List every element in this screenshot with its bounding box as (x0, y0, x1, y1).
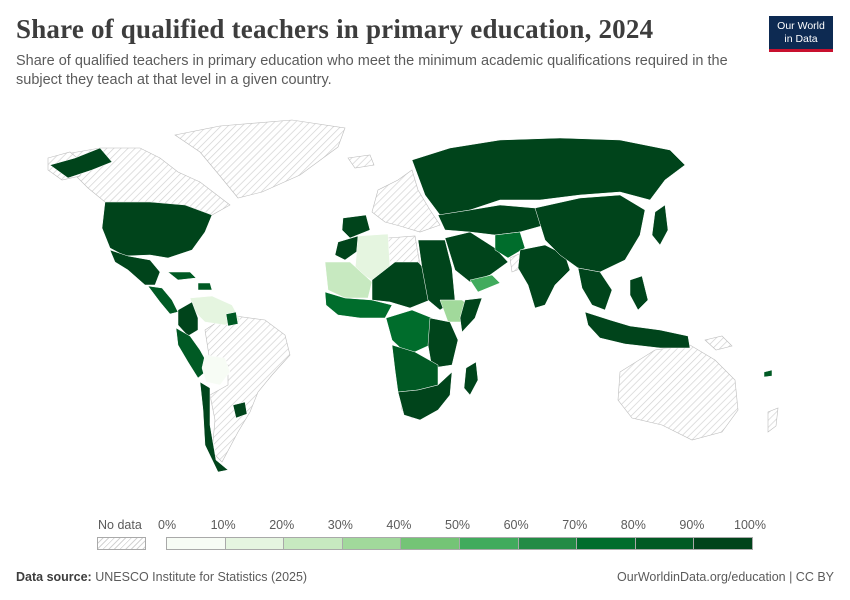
legend-no-data-label: No data (98, 518, 142, 532)
legend-bin[interactable] (693, 537, 753, 550)
mexico[interactable] (109, 249, 161, 286)
japan[interactable] (651, 204, 669, 246)
china[interactable] (534, 194, 646, 273)
legend-bin[interactable] (517, 537, 578, 550)
greenland[interactable] (174, 119, 346, 199)
colombia[interactable] (177, 301, 199, 337)
iceland[interactable] (347, 154, 375, 169)
footer-url[interactable]: OurWorldinData.org/education | CC BY (616, 570, 834, 584)
legend-tick-label: 0% (158, 518, 177, 532)
australia[interactable] (617, 344, 739, 441)
logo-line-2: in Data (784, 33, 818, 45)
legend-bin[interactable] (224, 537, 285, 550)
legend-tick-label: 50% (445, 518, 471, 532)
morocco[interactable] (334, 235, 363, 261)
color-legend: No data 0% 10% 20% 30% 40% 50% 60% 70% 80% 90% 100… (0, 515, 850, 555)
legend-bin[interactable] (400, 537, 460, 550)
mauritania-mali[interactable] (324, 261, 373, 299)
footer-source: Data source: UNESCO Institute for Statis… (16, 570, 307, 584)
hispaniola[interactable] (197, 282, 213, 291)
owid-logo[interactable]: Our World in Data (769, 16, 833, 52)
yemen[interactable] (469, 274, 501, 293)
legend-tick-label: 30% (327, 518, 353, 532)
source-text[interactable]: UNESCO Institute for Statistics (2025) (95, 570, 308, 584)
legend-tick-label: 40% (386, 518, 412, 532)
chile[interactable] (199, 381, 229, 473)
west-africa[interactable] (324, 291, 393, 319)
madagascar[interactable] (463, 361, 479, 396)
legend-tick-label: 90% (679, 518, 705, 532)
legend-bin[interactable] (166, 537, 226, 550)
legend-tick-label: 80% (620, 518, 646, 532)
russia[interactable] (411, 137, 686, 216)
legend-tick-label: 10% (210, 518, 236, 532)
iberia[interactable] (341, 214, 371, 239)
logo-line-1: Our World (777, 20, 825, 32)
legend-tick-label: 70% (562, 518, 588, 532)
pacific-island[interactable] (763, 369, 773, 378)
afghanistan-iran[interactable] (494, 231, 526, 259)
legend-bin[interactable] (283, 537, 343, 550)
data-regions (49, 137, 773, 473)
indochina[interactable] (577, 267, 613, 311)
central-america[interactable] (147, 285, 179, 315)
central-asia-turkey[interactable] (437, 204, 546, 236)
cuba[interactable] (167, 271, 197, 281)
south-africa-mozambique[interactable] (397, 371, 453, 421)
arabia[interactable] (444, 231, 509, 283)
usa[interactable] (101, 201, 213, 259)
northern-europe[interactable] (371, 169, 441, 233)
legend-bin[interactable] (341, 537, 402, 550)
new-zealand[interactable] (767, 407, 779, 433)
legend-bin[interactable] (459, 537, 519, 550)
indonesia[interactable] (584, 311, 691, 349)
legend-tick-label: 100% (734, 518, 766, 532)
east-africa[interactable] (427, 317, 459, 369)
png-islands[interactable] (704, 335, 733, 351)
world-map (47, 119, 779, 473)
north-canada-islands[interactable] (49, 147, 113, 179)
chart-subtitle: Share of qualified teachers in primary e… (16, 53, 728, 88)
legend-bin[interactable] (634, 537, 695, 550)
legend-tick-label: 20% (269, 518, 295, 532)
brazil-argentina[interactable] (204, 314, 291, 463)
guyana[interactable] (225, 311, 239, 327)
source-label: Data source: (16, 570, 92, 584)
uruguay[interactable] (232, 401, 248, 419)
legend-tick-label: 60% (503, 518, 529, 532)
somalia[interactable] (459, 297, 483, 333)
bolivia[interactable] (201, 354, 231, 386)
legend-bin[interactable] (576, 537, 636, 550)
philippines[interactable] (629, 275, 649, 311)
chart-title: Share of qualified teachers in primary e… (16, 14, 654, 44)
legend-no-data-swatch[interactable] (97, 537, 146, 550)
